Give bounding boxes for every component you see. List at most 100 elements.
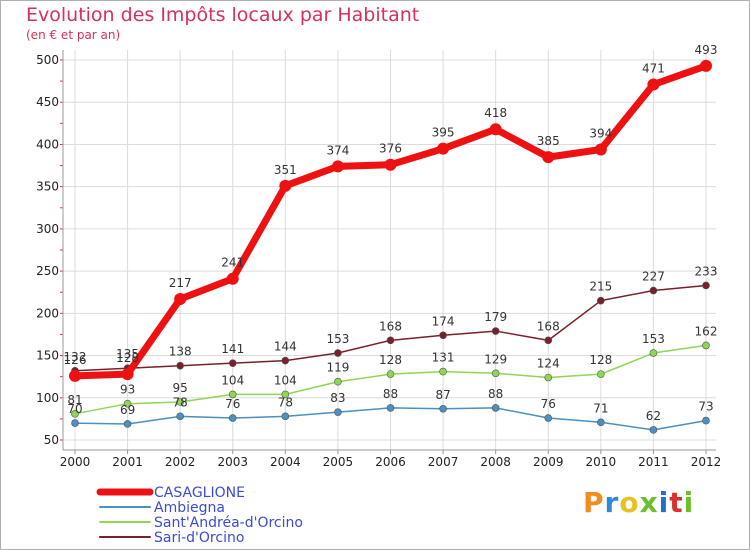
logo-letter: o xyxy=(619,486,640,519)
data-point xyxy=(176,412,184,421)
y-tick-label: 300 xyxy=(36,222,59,236)
data-point xyxy=(384,158,397,171)
data-label: 215 xyxy=(589,280,612,294)
data-label: 78 xyxy=(278,395,293,409)
data-label: 376 xyxy=(379,142,402,156)
logo-letter: i xyxy=(658,486,670,519)
data-point xyxy=(439,331,447,340)
data-point xyxy=(386,370,395,378)
proxiti-logo: Proxiti xyxy=(583,486,694,519)
data-label: 395 xyxy=(432,126,455,140)
data-point xyxy=(279,179,292,192)
logo-letter: x xyxy=(639,486,659,519)
y-tick-label: 100 xyxy=(36,391,59,405)
x-tick-label: 2007 xyxy=(428,455,459,469)
data-point xyxy=(386,404,395,412)
data-point xyxy=(702,416,710,425)
data-point xyxy=(544,336,553,345)
data-point xyxy=(491,327,500,335)
data-point xyxy=(331,160,344,173)
data-point xyxy=(649,426,658,434)
data-point xyxy=(123,420,132,428)
data-label: 233 xyxy=(695,264,718,278)
data-point xyxy=(281,412,290,421)
data-point xyxy=(542,151,555,164)
data-point xyxy=(71,419,79,427)
data-point xyxy=(649,349,658,357)
data-label: 126 xyxy=(64,353,87,367)
data-label: 119 xyxy=(326,361,349,375)
data-label: 70 xyxy=(67,402,82,416)
data-point xyxy=(491,404,500,412)
x-tick-label: 2011 xyxy=(638,455,669,469)
data-label: 138 xyxy=(169,345,192,359)
y-tick-label: 450 xyxy=(36,95,59,109)
data-label: 128 xyxy=(379,353,402,367)
x-tick-label: 2001 xyxy=(112,455,143,469)
data-point xyxy=(597,296,605,305)
data-label: 62 xyxy=(646,409,661,423)
data-point xyxy=(491,369,500,378)
x-tick-label: 2004 xyxy=(270,455,301,469)
x-tick-label: 2000 xyxy=(60,455,91,469)
y-tick-label: 200 xyxy=(36,306,59,320)
data-label: 351 xyxy=(274,163,297,177)
x-tick-label: 2005 xyxy=(323,455,354,469)
data-point xyxy=(121,368,134,381)
plot-area xyxy=(63,50,716,450)
data-label: 73 xyxy=(698,400,713,414)
legend-label: Sant'Andréa-d'Orcino xyxy=(154,515,303,531)
data-point xyxy=(228,414,237,422)
y-tick-label: 150 xyxy=(36,349,59,363)
data-point xyxy=(544,373,553,382)
logo-letter: r xyxy=(604,486,620,519)
y-tick-label: 500 xyxy=(36,53,59,67)
x-tick-label: 2003 xyxy=(217,455,248,469)
legend-label: Sari-d'Orcino xyxy=(154,530,244,546)
data-label: 71 xyxy=(593,401,608,415)
logo-letter: P xyxy=(583,486,605,519)
data-point xyxy=(228,359,237,367)
x-tick-label: 2012 xyxy=(691,455,722,469)
y-tick-label: 250 xyxy=(36,264,59,278)
data-label: 83 xyxy=(330,391,345,405)
data-label: 87 xyxy=(435,388,450,402)
data-point xyxy=(702,281,710,290)
data-point xyxy=(281,390,290,399)
x-tick-label: 2010 xyxy=(586,455,617,469)
data-label: 394 xyxy=(589,127,612,141)
data-label: 179 xyxy=(484,310,507,324)
data-label: 81 xyxy=(67,393,82,407)
data-label: 104 xyxy=(221,373,244,387)
data-label: 135 xyxy=(116,347,139,361)
data-label: 131 xyxy=(432,351,455,365)
data-label: 493 xyxy=(695,43,718,57)
data-point xyxy=(647,78,660,91)
data-point xyxy=(176,398,184,406)
data-point xyxy=(544,414,553,422)
data-point xyxy=(176,361,184,370)
data-label: 76 xyxy=(225,397,240,411)
data-point xyxy=(69,369,81,382)
logo-letter: i xyxy=(683,486,695,519)
data-label: 78 xyxy=(173,395,188,409)
data-label: 241 xyxy=(221,256,244,270)
data-point xyxy=(597,370,605,378)
legend-label: CASAGLIONE xyxy=(154,485,245,501)
data-label: 76 xyxy=(541,397,556,411)
data-label: 174 xyxy=(432,314,455,328)
data-label: 95 xyxy=(173,381,188,395)
x-tick-label: 2008 xyxy=(480,455,511,469)
data-label: 217 xyxy=(169,276,192,290)
data-point xyxy=(702,341,710,350)
data-point xyxy=(281,356,290,365)
data-point xyxy=(334,377,342,386)
data-label: 88 xyxy=(488,387,503,401)
data-point xyxy=(334,408,342,416)
data-label: 129 xyxy=(484,352,507,366)
y-tick-label: 350 xyxy=(36,180,59,194)
data-point xyxy=(439,367,447,376)
data-label: 168 xyxy=(379,319,402,333)
data-point xyxy=(174,292,187,305)
